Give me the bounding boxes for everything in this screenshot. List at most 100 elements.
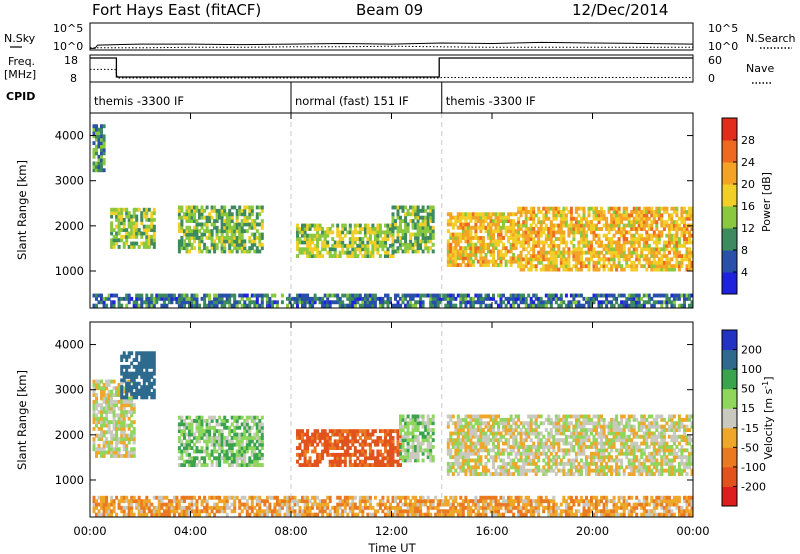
power-cells <box>92 124 694 308</box>
data-cell <box>205 449 209 454</box>
data-cell <box>235 432 239 437</box>
data-cell <box>203 296 207 301</box>
data-cell <box>223 459 227 464</box>
data-cell <box>670 267 674 272</box>
data-cell <box>313 254 317 258</box>
data-cell <box>399 222 402 227</box>
data-cell <box>552 468 556 473</box>
data-cell <box>386 456 390 461</box>
data-cell <box>193 229 196 234</box>
data-cell <box>233 415 237 420</box>
data-cell <box>190 246 194 251</box>
data-cell <box>610 247 614 252</box>
data-cell <box>356 223 360 228</box>
data-cell <box>404 236 408 240</box>
data-cell <box>409 458 413 463</box>
data-cell <box>645 210 649 214</box>
data-cell <box>632 303 636 308</box>
data-cell <box>303 463 307 467</box>
data-cell <box>107 450 111 455</box>
data-cell <box>198 236 201 240</box>
data-cell <box>484 472 488 476</box>
data-cell <box>549 468 553 473</box>
data-cell <box>343 429 347 434</box>
data-cell <box>112 300 116 305</box>
data-cell <box>333 243 337 248</box>
data-cell <box>97 447 101 452</box>
data-cell <box>353 296 357 301</box>
data-cell <box>411 222 415 227</box>
data-cell <box>328 442 332 447</box>
data-cell <box>180 296 184 301</box>
data-cell <box>112 423 116 428</box>
data-cell <box>620 254 624 258</box>
data-cell <box>376 439 380 444</box>
data-cell <box>562 455 566 460</box>
data-cell <box>185 439 189 444</box>
data-cell <box>479 236 483 240</box>
data-cell <box>509 458 513 463</box>
data-cell <box>517 264 521 269</box>
data-cell <box>527 257 531 262</box>
data-cell <box>152 234 156 239</box>
data-cell <box>198 229 201 234</box>
data-cell <box>489 417 493 422</box>
data-cell <box>585 233 588 238</box>
data-cell <box>394 303 397 308</box>
data-cell <box>479 246 483 251</box>
data-cell <box>100 426 103 431</box>
data-cell <box>105 399 109 404</box>
data-cell <box>479 441 483 446</box>
data-cell <box>466 448 470 453</box>
data-cell <box>471 242 475 247</box>
data-cell <box>429 212 433 217</box>
data-cell <box>258 303 262 308</box>
data-cell <box>569 210 573 214</box>
data-cell <box>406 441 410 446</box>
data-cell <box>592 223 596 228</box>
data-cell <box>253 239 257 244</box>
data-cell <box>582 213 586 218</box>
data-cell <box>569 216 573 221</box>
data-cell <box>537 254 541 258</box>
data-cell <box>125 395 129 400</box>
data-cell <box>92 393 96 397</box>
data-cell <box>585 296 588 301</box>
data-cell <box>577 206 581 211</box>
data-cell <box>351 300 355 305</box>
data-cell <box>585 250 588 255</box>
noise-panel: N.Sky 10^5 10^0 10^5 10^0 N.Search <box>4 22 796 53</box>
data-cell <box>183 442 186 447</box>
data-cell <box>205 452 209 457</box>
data-cell <box>316 243 320 248</box>
data-cell <box>95 423 98 428</box>
data-cell <box>665 260 669 265</box>
data-cell <box>497 448 500 453</box>
data-cell <box>203 456 207 461</box>
data-cell <box>155 293 159 298</box>
data-cell <box>461 438 465 443</box>
data-cell <box>657 233 661 238</box>
data-cell <box>426 431 430 436</box>
data-cell <box>142 385 146 390</box>
data-cell <box>230 415 234 420</box>
data-cell <box>404 249 408 254</box>
data-cell <box>316 459 320 464</box>
data-cell <box>514 256 518 261</box>
data-cell <box>647 264 651 269</box>
data-cell <box>223 439 227 444</box>
data-cell <box>574 300 578 305</box>
data-cell <box>200 415 204 420</box>
data-cell <box>255 236 259 240</box>
data-cell <box>557 428 561 432</box>
data-cell <box>587 240 591 245</box>
data-cell <box>386 300 390 305</box>
data-cell <box>238 208 242 213</box>
data-cell <box>431 421 435 426</box>
data-cell <box>351 432 355 437</box>
data-cell <box>574 260 578 265</box>
data-cell <box>132 214 136 219</box>
data-cell <box>557 206 561 211</box>
data-cell <box>461 249 465 254</box>
data-cell <box>120 399 124 404</box>
